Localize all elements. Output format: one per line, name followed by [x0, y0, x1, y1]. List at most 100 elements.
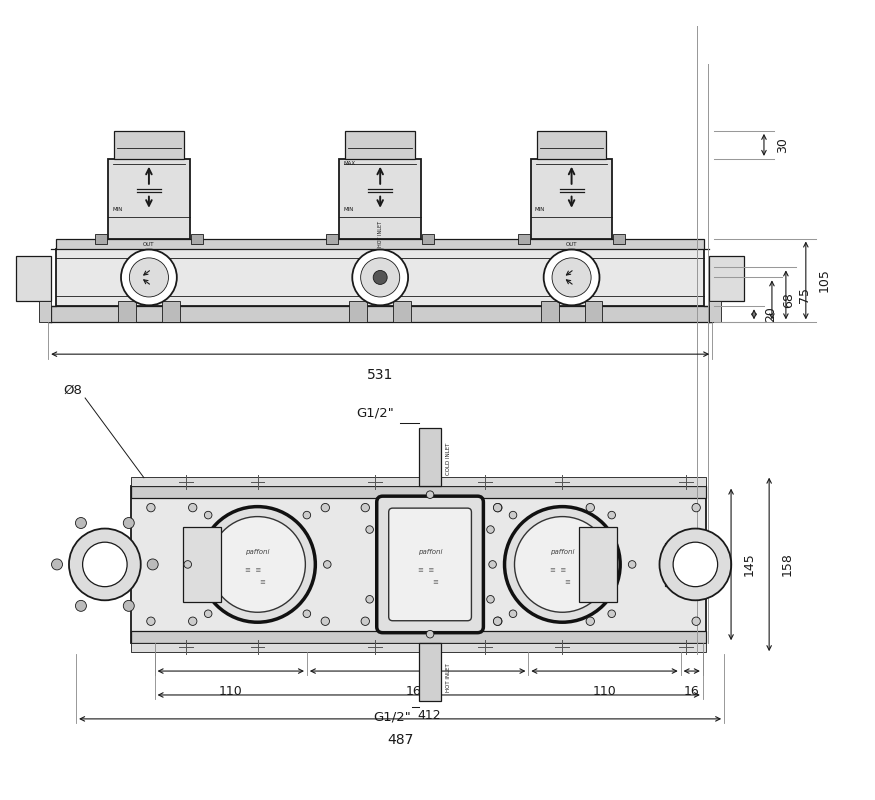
Text: 145: 145: [743, 553, 756, 576]
Bar: [579, 526, 617, 602]
Bar: [114, 131, 184, 159]
Circle shape: [321, 503, 330, 512]
Text: 68: 68: [782, 292, 794, 308]
Text: paffoni: paffoni: [245, 550, 270, 555]
Bar: [326, 234, 339, 243]
Bar: [541, 302, 558, 322]
Circle shape: [543, 250, 599, 306]
Circle shape: [360, 258, 400, 297]
Circle shape: [660, 529, 732, 600]
Bar: [17, 255, 52, 302]
Circle shape: [324, 561, 331, 568]
Bar: [131, 542, 133, 586]
Circle shape: [353, 250, 408, 306]
Text: HOT INLET: HOT INLET: [378, 221, 382, 246]
Circle shape: [628, 561, 636, 568]
Circle shape: [205, 610, 212, 618]
Circle shape: [130, 258, 169, 297]
Circle shape: [188, 503, 197, 512]
Circle shape: [493, 617, 502, 626]
Bar: [131, 486, 706, 643]
Text: 75: 75: [798, 287, 811, 303]
Bar: [56, 238, 704, 249]
Circle shape: [75, 600, 87, 611]
Circle shape: [184, 561, 192, 568]
Circle shape: [426, 491, 434, 498]
Text: ≡: ≡: [564, 579, 570, 586]
Bar: [709, 302, 721, 322]
Circle shape: [188, 617, 197, 626]
Circle shape: [123, 518, 134, 529]
Circle shape: [205, 511, 212, 519]
Bar: [131, 477, 706, 486]
Text: 16: 16: [684, 685, 700, 698]
Text: 105: 105: [818, 269, 830, 292]
FancyBboxPatch shape: [388, 508, 472, 621]
Text: 110: 110: [219, 685, 242, 698]
Circle shape: [210, 517, 305, 612]
Circle shape: [586, 503, 594, 512]
Text: MAX: MAX: [343, 161, 355, 166]
Circle shape: [509, 511, 517, 519]
Text: MIN: MIN: [343, 206, 354, 212]
Bar: [118, 302, 136, 322]
Text: ≡  ≡: ≡ ≡: [550, 567, 566, 574]
Circle shape: [361, 617, 369, 626]
Bar: [531, 159, 612, 238]
Circle shape: [505, 506, 620, 622]
Circle shape: [487, 526, 494, 534]
Circle shape: [69, 529, 141, 600]
Bar: [131, 486, 706, 498]
Bar: [131, 643, 706, 652]
Circle shape: [489, 561, 496, 568]
Text: 412: 412: [416, 709, 440, 722]
Circle shape: [366, 595, 374, 603]
Text: COLD INLET: COLD INLET: [446, 443, 451, 475]
Text: paffoni: paffoni: [550, 550, 575, 555]
Text: ≡: ≡: [260, 579, 265, 586]
Circle shape: [147, 503, 155, 512]
Bar: [191, 234, 203, 243]
Bar: [419, 643, 441, 701]
Text: 110: 110: [592, 685, 616, 698]
Bar: [665, 542, 708, 586]
Bar: [162, 302, 180, 322]
Circle shape: [303, 610, 311, 618]
Text: paffoni: paffoni: [418, 550, 443, 555]
Circle shape: [493, 503, 502, 512]
Text: ≡  ≡: ≡ ≡: [245, 567, 262, 574]
Bar: [537, 131, 606, 159]
Circle shape: [487, 595, 494, 603]
Text: G1/2": G1/2": [356, 407, 394, 420]
Circle shape: [321, 617, 330, 626]
Circle shape: [426, 630, 434, 638]
Bar: [584, 302, 603, 322]
Circle shape: [673, 542, 718, 586]
Circle shape: [692, 503, 700, 512]
Circle shape: [123, 600, 134, 611]
Circle shape: [147, 559, 158, 570]
Text: 30: 30: [776, 137, 789, 153]
Circle shape: [692, 617, 700, 626]
Circle shape: [303, 511, 311, 519]
Bar: [709, 255, 744, 302]
Circle shape: [366, 526, 374, 534]
Bar: [183, 526, 220, 602]
Bar: [346, 131, 415, 159]
Bar: [108, 159, 190, 238]
Circle shape: [361, 503, 369, 512]
Circle shape: [52, 559, 62, 570]
Text: OUT: OUT: [144, 242, 155, 246]
Bar: [518, 234, 529, 243]
Bar: [340, 159, 421, 238]
Text: HOT INLET: HOT INLET: [446, 663, 451, 692]
Bar: [131, 631, 706, 643]
Text: 531: 531: [367, 368, 394, 382]
Circle shape: [82, 542, 127, 586]
Circle shape: [514, 517, 610, 612]
Text: 20: 20: [764, 306, 777, 322]
Text: G1/2": G1/2": [374, 711, 411, 724]
Bar: [48, 306, 712, 322]
Text: MIN: MIN: [112, 206, 123, 212]
Circle shape: [200, 506, 315, 622]
